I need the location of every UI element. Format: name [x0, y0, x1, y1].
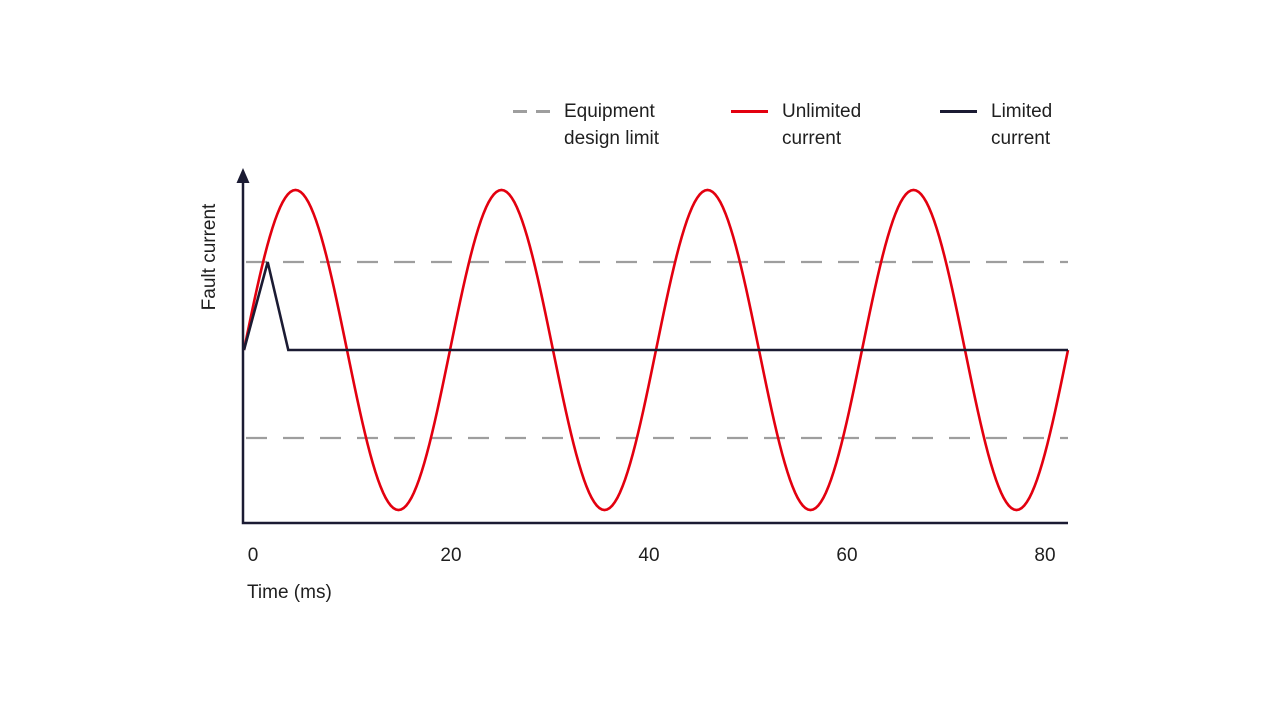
x-tick-label: 20	[440, 545, 461, 566]
limited-current-curve	[242, 261, 1068, 352]
axes-layer	[236, 168, 1068, 525]
x-tick-label: 80	[1034, 545, 1055, 566]
dashed-line-swatch	[513, 110, 550, 113]
red-line-swatch	[731, 110, 768, 113]
legend-label: Unlimited current	[782, 101, 862, 149]
series-layer	[242, 188, 1070, 512]
legend-item-limited-current: Limited current	[940, 98, 1052, 152]
x-tick-label: 40	[638, 545, 659, 566]
x-tick-label: 0	[248, 545, 259, 566]
legend-item-equipment-design-limit: Equipment design limit	[513, 98, 659, 152]
legend: Equipment design limit Unlimited current…	[0, 98, 1280, 158]
x-axis-label: Time (ms)	[247, 582, 332, 603]
legend-item-unlimited-current: Unlimited current	[731, 98, 861, 152]
legend-label: Limited current	[991, 101, 1053, 149]
y-axis-arrow-icon	[236, 168, 250, 183]
y-axis-label: Fault current	[199, 203, 220, 310]
x-tick-label: 60	[836, 545, 857, 566]
legend-label: Equipment design limit	[564, 101, 660, 149]
axes	[241, 182, 1068, 525]
navy-line-swatch	[940, 110, 977, 113]
x-tick-labels: 0 20 40 60 80	[248, 545, 1056, 566]
